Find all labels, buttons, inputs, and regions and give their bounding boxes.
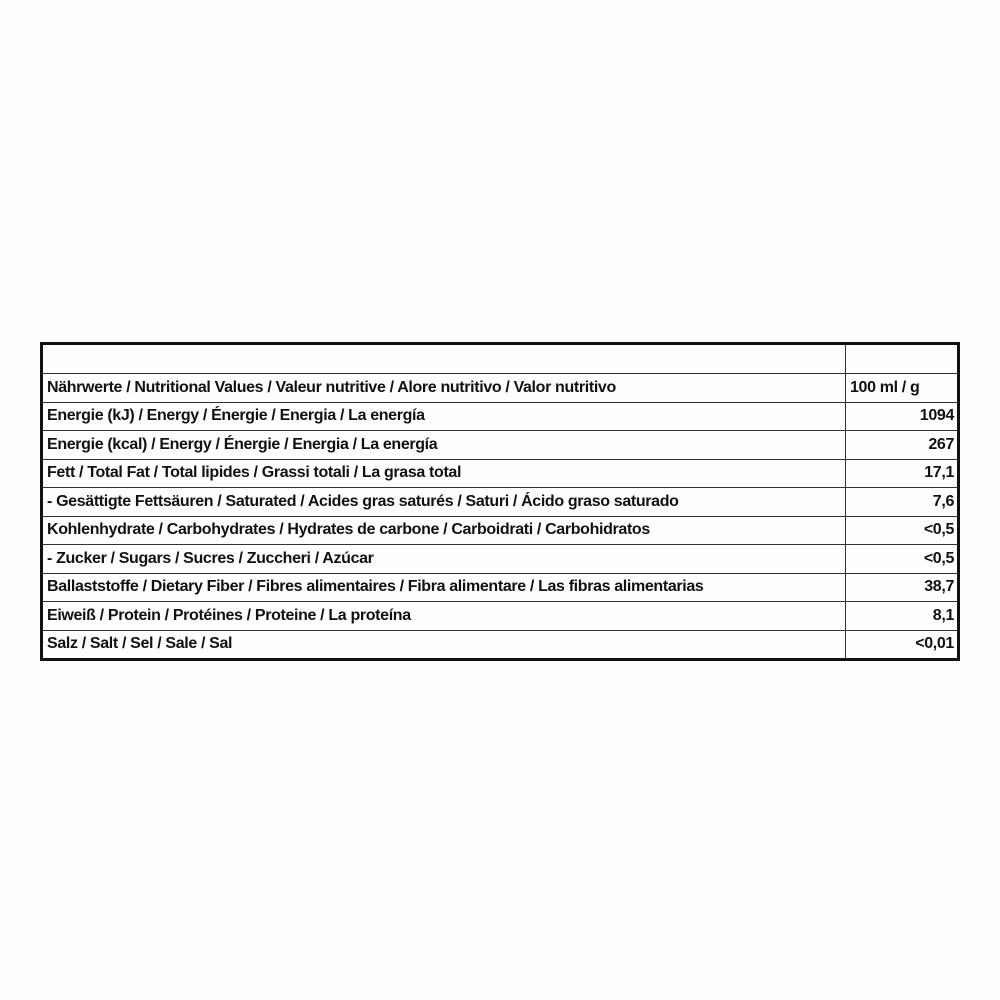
table-row: Ballaststoffe / Dietary Fiber / Fibres a… — [41, 572, 959, 602]
table-row: Kohlenhydrate / Carbohydrates / Hydrates… — [41, 515, 959, 545]
nutrient-value: 17,1 — [845, 458, 959, 488]
nutrient-value: <0,5 — [845, 515, 959, 545]
nutrient-value: 267 — [845, 430, 959, 460]
nutrient-label: - Zucker / Sugars / Sucres / Zuccheri / … — [41, 544, 846, 574]
nutrition-table: Nährwerte / Nutritional Values / Valeur … — [40, 342, 960, 661]
table-row: - Zucker / Sugars / Sucres / Zuccheri / … — [41, 544, 959, 574]
nutrient-value: <0,01 — [845, 629, 959, 660]
nutrient-value: 38,7 — [845, 572, 959, 602]
nutrient-label: Fett / Total Fat / Total lipides / Grass… — [41, 458, 846, 488]
nutrient-value: 8,1 — [845, 601, 959, 631]
table-row: Energie (kcal) / Energy / Énergie / Ener… — [41, 430, 959, 460]
empty-cell — [845, 343, 959, 374]
nutrient-label: Kohlenhydrate / Carbohydrates / Hydrates… — [41, 515, 846, 545]
nutrient-label: Salz / Salt / Sel / Sale / Sal — [41, 629, 846, 660]
nutrient-label: - Gesättigte Fettsäuren / Saturated / Ac… — [41, 487, 846, 517]
table-row: - Gesättigte Fettsäuren / Saturated / Ac… — [41, 487, 959, 517]
header-unit: 100 ml / g — [845, 373, 959, 403]
table-row: Fett / Total Fat / Total lipides / Grass… — [41, 458, 959, 488]
header-row: Nährwerte / Nutritional Values / Valeur … — [41, 373, 959, 403]
table-row: Eiweiß / Protein / Protéines / Proteine … — [41, 601, 959, 631]
nutrient-label: Eiweiß / Protein / Protéines / Proteine … — [41, 601, 846, 631]
nutrient-value: 1094 — [845, 401, 959, 431]
nutrient-label: Energie (kcal) / Energy / Énergie / Ener… — [41, 430, 846, 460]
empty-cell — [41, 343, 846, 374]
nutrient-value: 7,6 — [845, 487, 959, 517]
header-label: Nährwerte / Nutritional Values / Valeur … — [41, 373, 846, 403]
table-row: Energie (kJ) / Energy / Énergie / Energi… — [41, 401, 959, 431]
nutrient-label: Energie (kJ) / Energy / Énergie / Energi… — [41, 401, 846, 431]
nutrient-label: Ballaststoffe / Dietary Fiber / Fibres a… — [41, 572, 846, 602]
table-row: Salz / Salt / Sel / Sale / Sal <0,01 — [41, 629, 959, 660]
nutrient-value: <0,5 — [845, 544, 959, 574]
empty-row — [41, 343, 959, 374]
